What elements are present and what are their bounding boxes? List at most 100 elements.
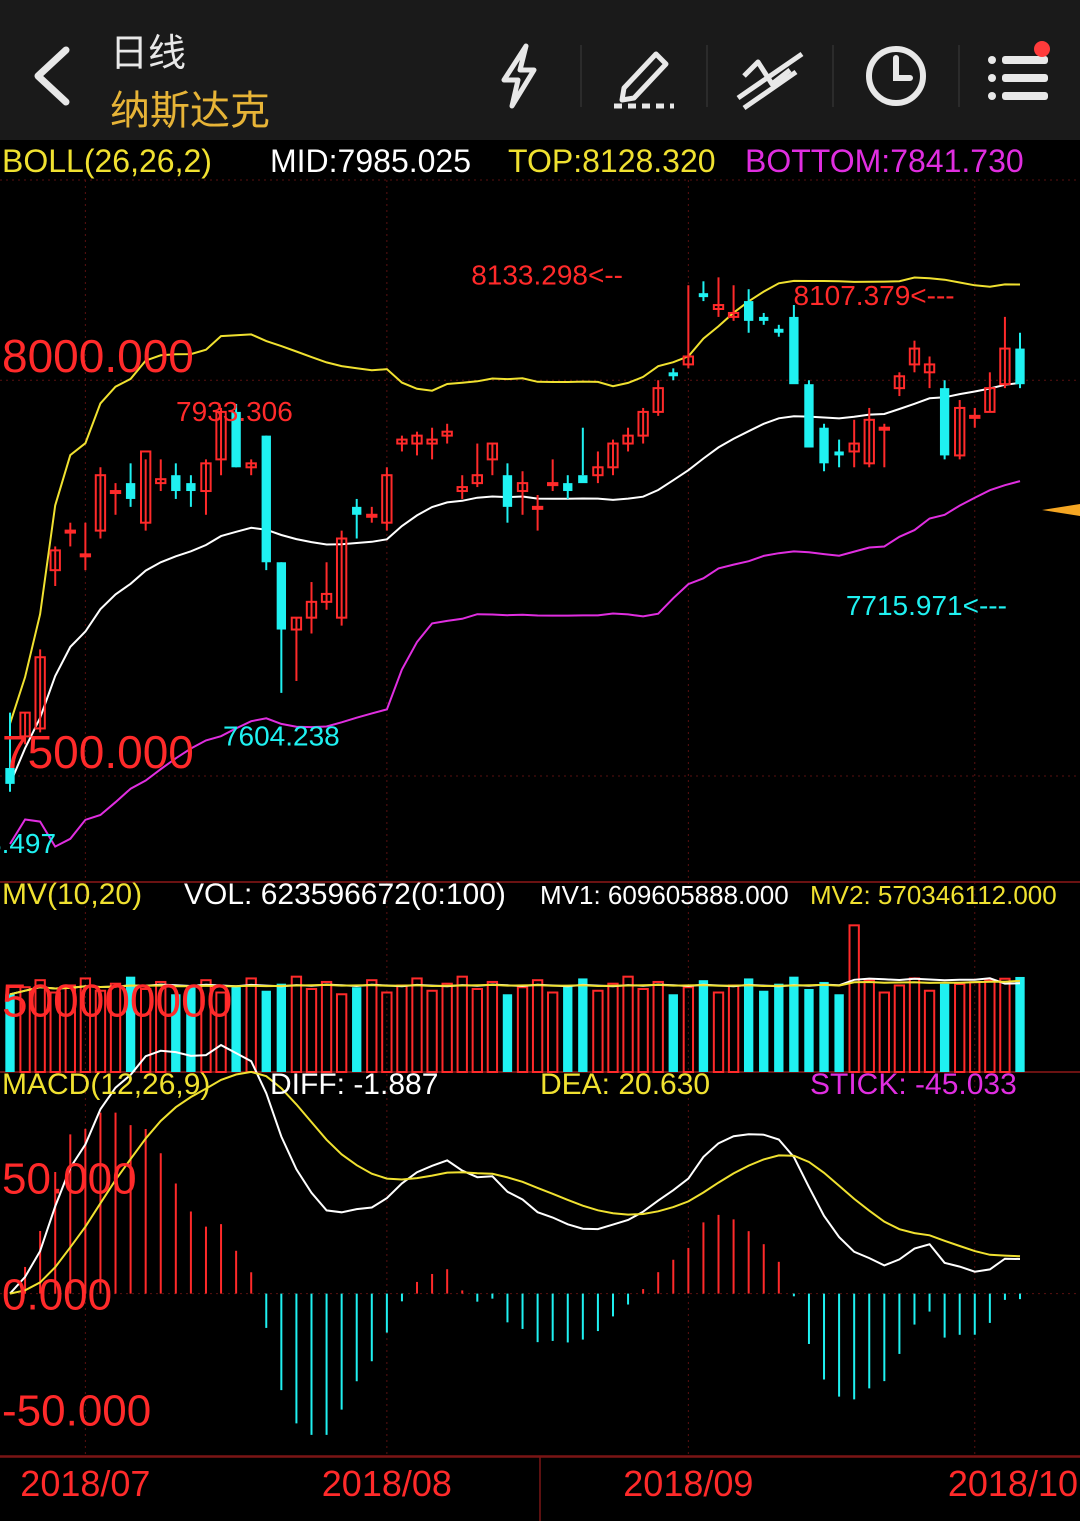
candle-body-up: [471, 474, 483, 485]
volume-bar-down: [1015, 976, 1025, 1072]
candle-body-down: [171, 475, 181, 492]
volume-bar-up: [893, 984, 906, 1074]
volume-bar-down: [789, 976, 799, 1072]
volume-bar-down: [668, 994, 678, 1072]
boll-bottom-line: [9, 480, 1021, 848]
candle-body-up: [335, 537, 348, 619]
volume-bar-up: [245, 977, 257, 1074]
volume-bar-down: [578, 978, 588, 1072]
draw-tool-icon[interactable]: [608, 40, 680, 112]
volume-title: MV(10,20): [2, 878, 142, 911]
x-axis-label: 2018/08: [322, 1463, 452, 1504]
volume-bar-down: [5, 994, 15, 1072]
volume-bar-up: [456, 975, 468, 1074]
volume-bar-up: [848, 924, 860, 1073]
bollinger-bands: [9, 276, 1021, 848]
x-axis-label: 2018/10: [948, 1463, 1078, 1504]
candle-body-down: [578, 475, 588, 484]
candle-body-down: [804, 384, 814, 448]
price-annotation: 3.497: [0, 828, 56, 859]
kline-chart[interactable]: BOLL(26,26,2) MID:7985.025 TOP:8128.320 BOT…: [0, 140, 1080, 1521]
volume-bar-up: [366, 979, 378, 1073]
candle-body-up: [969, 414, 981, 419]
volume-bar-up: [411, 977, 423, 1074]
candle-body-down: [276, 562, 287, 630]
candles: [5, 277, 1080, 792]
candle-body-up: [637, 410, 649, 437]
volume-bar-up: [471, 987, 483, 1074]
candle-body-down: [125, 483, 136, 499]
lightning-icon[interactable]: [482, 40, 554, 112]
candle-body-up: [848, 442, 860, 453]
candle-body-up: [923, 363, 936, 374]
volume-bar-down: [186, 987, 196, 1072]
candle-body-up: [486, 442, 499, 461]
volume-bar-up: [200, 979, 212, 1073]
candle-body-up: [64, 529, 76, 534]
candle-body-up: [19, 711, 31, 738]
volume-bar-up: [999, 977, 1011, 1073]
volume-bar-up: [878, 991, 891, 1073]
macd-histogram: [24, 1112, 1021, 1435]
candle-body-up: [999, 347, 1011, 386]
notification-badge: [1034, 41, 1050, 57]
volume-bar-up: [652, 980, 664, 1073]
volume-bar-up: [94, 989, 107, 1073]
volume-bar-up: [908, 977, 921, 1074]
macd-legend: DIFF: -1.887: [270, 1068, 438, 1101]
mv2-line: [9, 979, 1021, 996]
volume-bar-up: [727, 984, 740, 1074]
macd-tick-label: 50.000: [2, 1155, 137, 1204]
volume-bar-up: [305, 987, 318, 1074]
candle-body-up: [441, 430, 453, 437]
candle-body-up: [652, 387, 664, 413]
candle-body-down: [789, 316, 799, 385]
chart-labels: BOLL(26,26,2) MID:7985.025 TOP:8128.320 BOT…: [0, 143, 1078, 1504]
boll-title: BOLL(26,26,2): [2, 143, 212, 179]
candle-body-up: [954, 406, 966, 457]
menu-icon[interactable]: [984, 40, 1056, 112]
volume-bar-down: [759, 990, 769, 1072]
candle-body-up: [727, 311, 740, 318]
candle-body-up: [155, 478, 167, 485]
volume-bar-up: [34, 979, 46, 1073]
price-annotation: 7715.971<---: [846, 590, 1007, 621]
volume-legend: VOL: 623596672(0:100): [184, 878, 506, 911]
volume-bar-up: [215, 991, 227, 1073]
candle-body-up: [682, 355, 695, 366]
x-axis-label: 2018/09: [623, 1463, 753, 1504]
candle-body-up: [531, 505, 544, 510]
candle-body-up: [863, 418, 875, 465]
toolbar-divider: [580, 45, 582, 107]
candle-body-up: [139, 450, 152, 524]
price-annotation: 7604.238: [223, 720, 340, 751]
volume-bar-up: [320, 980, 333, 1073]
boll-legend: BOTTOM:7841.730: [745, 143, 1024, 179]
candle-body-up: [320, 592, 333, 603]
volume-ma-lines: [9, 977, 1021, 996]
clock-icon[interactable]: [860, 40, 932, 112]
back-arrow-icon[interactable]: [18, 40, 90, 112]
candle-body-up: [381, 474, 393, 524]
trend-line-icon[interactable]: [734, 40, 806, 112]
volume-bar-up: [486, 980, 499, 1073]
candle-body-up: [215, 410, 227, 461]
toolbar-divider: [832, 45, 834, 107]
price-annotation: 8133.298<--: [471, 260, 623, 291]
x-axis-label: 2018/07: [20, 1463, 150, 1504]
candle-body-up: [592, 466, 604, 477]
candle-body-up: [200, 462, 212, 493]
candle-body-up: [290, 616, 303, 631]
volume-legend: MV1: 609605888.000: [540, 880, 789, 910]
candle-body-up: [411, 434, 423, 445]
volume-bar-up: [607, 982, 619, 1073]
volume-bar-down: [261, 990, 271, 1072]
candle-body-down: [743, 301, 754, 321]
instrument-name: 纳斯达克: [110, 89, 270, 133]
candle-body-down: [774, 328, 784, 333]
volume-bar-up: [592, 989, 604, 1073]
volume-bar-up: [637, 987, 649, 1074]
volume-legend: MV2: 570346112.000: [810, 880, 1057, 910]
candle-body-up: [984, 387, 996, 413]
volume-bar-down: [231, 985, 241, 1072]
